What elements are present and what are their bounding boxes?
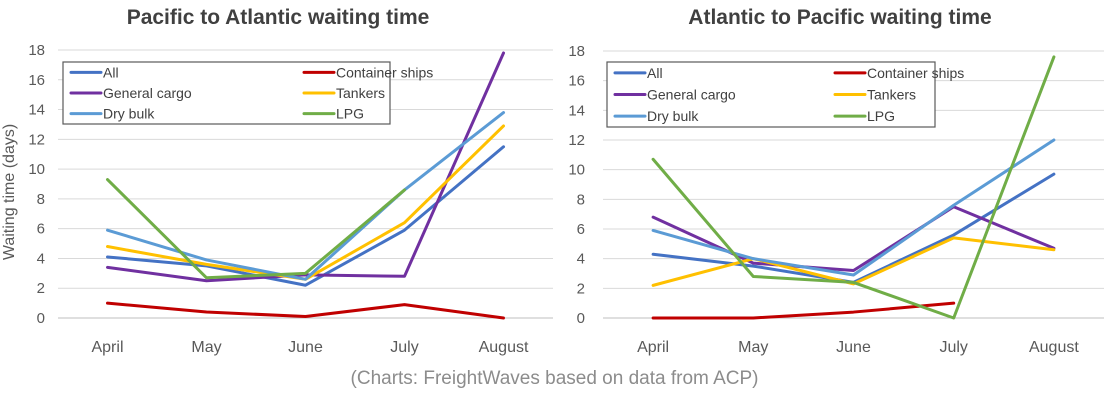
series-line-lpg — [106, 178, 406, 280]
series-line-all — [106, 145, 505, 287]
y-tick-label: 2 — [37, 280, 45, 297]
x-category-label: July — [390, 339, 418, 356]
legend-label: General cargo — [647, 87, 736, 103]
y-axis-label: Waiting time (days) — [1, 124, 18, 260]
series-line-container-ships — [106, 301, 505, 320]
chart-title: Atlantic to Pacific waiting time — [688, 6, 991, 29]
legend-label: Container ships — [867, 65, 964, 81]
y-tick-label: 10 — [568, 162, 585, 179]
series-line-tankers — [106, 124, 505, 281]
series-line-lpg — [651, 55, 1056, 320]
y-tick-label: 16 — [568, 73, 585, 90]
legend-label: Tankers — [867, 87, 916, 103]
legend: All Container ships General cargo Tankers Dr… — [62, 61, 433, 125]
series-line-dry-bulk — [106, 111, 505, 281]
y-tick-label: 18 — [28, 42, 45, 59]
x-category-label: July — [939, 339, 967, 356]
legend-label: General cargo — [103, 85, 192, 101]
y-tick-label: 12 — [28, 131, 45, 148]
x-category-label: August — [479, 339, 529, 356]
x-category-label: May — [191, 339, 221, 356]
source-caption: (Charts: FreightWaves based on data from… — [350, 368, 759, 389]
x-category-label: June — [288, 339, 323, 356]
y-tick-label: 18 — [568, 43, 585, 60]
legend-label: Container ships — [336, 64, 433, 80]
x-category-label: May — [738, 339, 768, 356]
x-category-label: June — [836, 339, 871, 356]
legend-box — [606, 61, 936, 128]
y-tick-label: 0 — [37, 310, 45, 327]
series-line-container-ships — [651, 301, 956, 320]
legend-label: Dry bulk — [103, 106, 155, 122]
y-tick-label: 6 — [577, 221, 585, 238]
y-tick-label: 8 — [577, 191, 585, 208]
y-tick-label: 6 — [37, 221, 45, 238]
y-tick-label: 10 — [28, 161, 45, 178]
chart-title: Pacific to Atlantic waiting time — [127, 6, 430, 29]
y-tick-label: 4 — [577, 251, 585, 268]
legend-label: All — [103, 64, 119, 80]
chart-panel-1: Pacific to Atlantic waiting time 0 2 4 6 8 10 1… — [1, 6, 553, 356]
x-category-label: April — [91, 339, 123, 356]
x-category-label: April — [637, 339, 669, 356]
x-category-label: August — [1029, 339, 1079, 356]
legend-label: Tankers — [336, 85, 385, 101]
y-tick-label: 0 — [577, 310, 585, 327]
y-tick-label: 14 — [568, 102, 585, 119]
y-tick-label: 12 — [568, 132, 585, 149]
legend-label: LPG — [336, 106, 364, 122]
y-tick-label: 2 — [577, 280, 585, 297]
y-tick-label: 16 — [28, 72, 45, 89]
legend: All Container ships General cargo Tankers Dr… — [606, 61, 964, 128]
series-line-dry-bulk — [651, 138, 1056, 277]
y-tick-label: 4 — [37, 250, 45, 267]
legend-label: All — [647, 65, 663, 81]
y-tick-label: 14 — [28, 102, 45, 119]
chart-panel-2: Atlantic to Pacific waiting time 0 2 4 6 8 10 1… — [568, 6, 1104, 356]
y-tick-label: 8 — [37, 191, 45, 208]
legend-label: Dry bulk — [647, 108, 699, 124]
legend-label: LPG — [867, 108, 895, 124]
